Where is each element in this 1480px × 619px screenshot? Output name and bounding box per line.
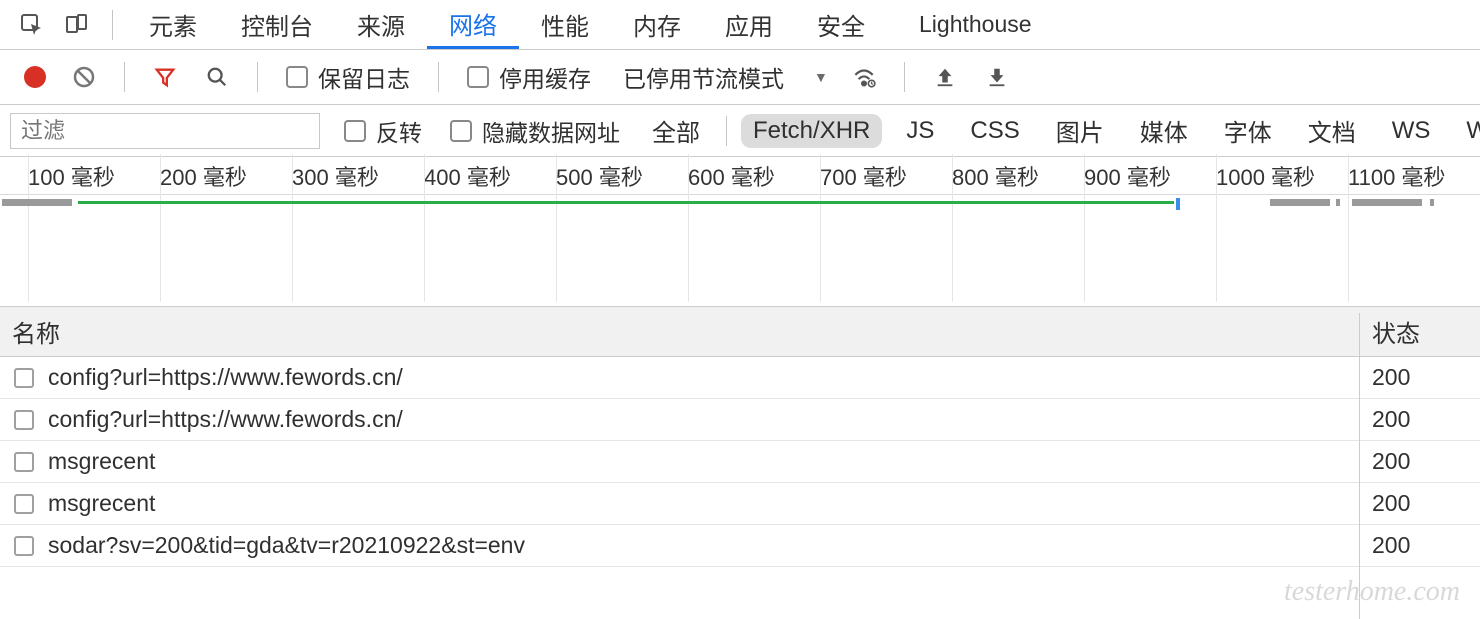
timeline-tick: 300 毫秒 bbox=[292, 160, 424, 192]
table-row[interactable]: msgrecent 200 bbox=[0, 483, 1480, 525]
timeline-tick: 900 毫秒 bbox=[1084, 160, 1216, 192]
file-icon bbox=[14, 452, 34, 472]
request-name: sodar?sv=200&tid=gda&tv=r20210922&st=env bbox=[48, 532, 525, 559]
tab-元素[interactable]: 元素 bbox=[127, 0, 219, 49]
clear-icon[interactable] bbox=[70, 63, 98, 91]
request-name: config?url=https://www.fewords.cn/ bbox=[48, 364, 403, 391]
timeline-tick: 1000 毫秒 bbox=[1216, 160, 1348, 192]
request-status: 200 bbox=[1360, 532, 1480, 559]
table-row[interactable]: sodar?sv=200&tid=gda&tv=r20210922&st=env… bbox=[0, 525, 1480, 567]
timeline-bar bbox=[2, 199, 72, 206]
hide-data-urls-label: 隐藏数据网址 bbox=[482, 114, 620, 148]
timeline-tick: 700 毫秒 bbox=[820, 160, 952, 192]
request-name: config?url=https://www.fewords.cn/ bbox=[48, 406, 403, 433]
device-toggle-icon[interactable] bbox=[60, 9, 92, 41]
tab-控制台[interactable]: 控制台 bbox=[219, 0, 335, 49]
timeline-overview[interactable]: 100 毫秒200 毫秒300 毫秒400 毫秒500 毫秒600 毫秒700 … bbox=[0, 157, 1480, 307]
filter-input[interactable] bbox=[10, 113, 320, 149]
tab-来源[interactable]: 来源 bbox=[335, 0, 427, 49]
tab-网络[interactable]: 网络 bbox=[427, 0, 519, 49]
request-name: msgrecent bbox=[48, 490, 155, 517]
divider bbox=[904, 62, 905, 92]
timeline-tick: 500 毫秒 bbox=[556, 160, 688, 192]
timeline-bar bbox=[1336, 199, 1340, 206]
request-status: 200 bbox=[1360, 490, 1480, 517]
filter-pill--[interactable]: 文档 bbox=[1296, 110, 1368, 151]
inspect-icon[interactable] bbox=[16, 9, 48, 41]
file-icon bbox=[14, 494, 34, 514]
filter-pill-css[interactable]: CSS bbox=[958, 114, 1031, 148]
disable-cache-label: 停用缓存 bbox=[499, 60, 591, 94]
tab-lighthouse[interactable]: Lighthouse bbox=[897, 0, 1054, 49]
hide-data-urls-checkbox[interactable]: 隐藏数据网址 bbox=[450, 114, 620, 148]
table-row[interactable]: msgrecent 200 bbox=[0, 441, 1480, 483]
request-status: 200 bbox=[1360, 364, 1480, 391]
import-har-icon[interactable] bbox=[983, 63, 1011, 91]
timeline-bar bbox=[1430, 199, 1434, 206]
filter-pill--[interactable]: 图片 bbox=[1044, 110, 1116, 151]
timeline-bar bbox=[1270, 199, 1330, 206]
timeline-tick: 200 毫秒 bbox=[160, 160, 292, 192]
divider bbox=[257, 62, 258, 92]
table-row[interactable]: config?url=https://www.fewords.cn/200 bbox=[0, 399, 1480, 441]
filter-pill-ws[interactable]: WS bbox=[1380, 114, 1443, 148]
record-button[interactable] bbox=[24, 66, 46, 88]
disable-cache-checkbox[interactable]: 停用缓存 bbox=[467, 60, 591, 94]
throttling-dropdown[interactable]: 已停用节流模式 ▼ bbox=[623, 60, 828, 94]
throttling-label: 已停用节流模式 bbox=[623, 60, 784, 94]
timeline-bar bbox=[78, 201, 1174, 204]
file-icon bbox=[14, 410, 34, 430]
export-har-icon[interactable] bbox=[931, 63, 959, 91]
preserve-log-checkbox[interactable]: 保留日志 bbox=[286, 60, 410, 94]
request-status: 200 bbox=[1360, 406, 1480, 433]
filter-pill--[interactable]: 字体 bbox=[1212, 110, 1284, 151]
filter-icon[interactable] bbox=[151, 63, 179, 91]
requests-table-header: 名称 状态 bbox=[0, 307, 1480, 357]
divider bbox=[112, 10, 113, 40]
timeline-tick: 800 毫秒 bbox=[952, 160, 1084, 192]
request-name: msgrecent bbox=[48, 448, 155, 475]
column-resizer[interactable] bbox=[1359, 313, 1360, 619]
invert-checkbox[interactable]: 反转 bbox=[344, 114, 422, 148]
column-name[interactable]: 名称 bbox=[0, 314, 1360, 349]
filter-bar: 反转 隐藏数据网址 全部 Fetch/XHR JS CSS 图片媒体字体文档 WS Wasm… bbox=[0, 105, 1480, 157]
timeline-bar bbox=[1352, 199, 1422, 206]
column-status[interactable]: 状态 bbox=[1360, 314, 1480, 349]
tab-安全[interactable]: 安全 bbox=[795, 0, 887, 49]
file-icon bbox=[14, 536, 34, 556]
filter-pill--[interactable]: 媒体 bbox=[1128, 110, 1200, 151]
filter-pill-js[interactable]: JS bbox=[894, 114, 946, 148]
filter-pill-fetch-xhr[interactable]: Fetch/XHR bbox=[741, 114, 882, 148]
tab-性能[interactable]: 性能 bbox=[519, 0, 611, 49]
network-conditions-icon[interactable] bbox=[850, 63, 878, 91]
divider bbox=[438, 62, 439, 92]
divider bbox=[124, 62, 125, 92]
timeline-tick: 400 毫秒 bbox=[424, 160, 556, 192]
tab-应用[interactable]: 应用 bbox=[703, 0, 795, 49]
watermark: testerhome.com bbox=[1284, 576, 1460, 608]
timeline-marker bbox=[1176, 198, 1180, 210]
divider bbox=[726, 116, 727, 146]
tab-内存[interactable]: 内存 bbox=[611, 0, 703, 49]
table-row[interactable]: config?url=https://www.fewords.cn/200 bbox=[0, 357, 1480, 399]
invert-label: 反转 bbox=[376, 114, 422, 148]
timeline-tick: 100 毫秒 bbox=[28, 160, 160, 192]
filter-pill-wasm[interactable]: Wasm bbox=[1454, 114, 1480, 148]
search-icon[interactable] bbox=[203, 63, 231, 91]
network-toolbar: 保留日志 停用缓存 已停用节流模式 ▼ bbox=[0, 50, 1480, 105]
file-icon bbox=[14, 368, 34, 388]
requests-table-body: config?url=https://www.fewords.cn/200con… bbox=[0, 357, 1480, 567]
timeline-tick: 600 毫秒 bbox=[688, 160, 820, 192]
filter-pill--[interactable]: 全部 bbox=[640, 110, 712, 151]
chevron-down-icon: ▼ bbox=[814, 69, 828, 85]
devtools-tabs: 元素控制台来源网络性能内存应用安全Lighthouse bbox=[0, 0, 1480, 50]
request-status: 200 bbox=[1360, 448, 1480, 475]
timeline-tick: 1100 毫秒 bbox=[1348, 160, 1480, 192]
preserve-log-label: 保留日志 bbox=[318, 60, 410, 94]
